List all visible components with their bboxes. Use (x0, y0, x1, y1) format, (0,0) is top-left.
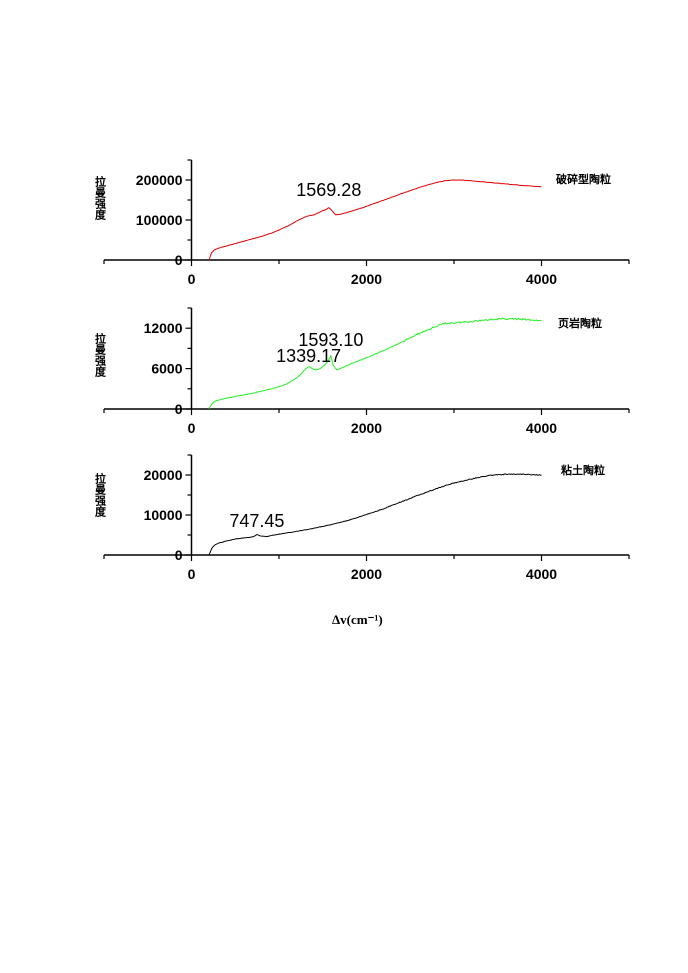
y-axis-label: 拉曼强度 (94, 332, 107, 378)
x-tick-label: 2000 (351, 420, 382, 436)
axes (103, 307, 630, 415)
series-line-clay-ceramsite (208, 473, 542, 556)
peak-label: 747.45 (229, 511, 284, 531)
y-tick-label: 10000 (144, 507, 183, 523)
peak-annotations: 747.45 (229, 511, 284, 531)
series-line-shale-ceramsite (208, 317, 542, 410)
peak-label: 1593.10 (298, 330, 363, 350)
panel-crushed-ceramsite: 0 2000 4000 0 100000 200000 1569.28 拉曼强度 破碎型陶… (94, 159, 630, 287)
x-tick-label: 0 (188, 420, 196, 436)
panel-clay-ceramsite: 0 2000 4000 0 10000 20000 747.45 拉曼强度 粘土陶粒 (94, 454, 630, 582)
x-tick-label: 2000 (351, 566, 382, 582)
y-tick-label: 0 (175, 401, 183, 417)
tick-labels: 0 2000 4000 0 6000 12000 (144, 320, 558, 436)
tick-labels: 0 2000 4000 0 100000 200000 (136, 172, 557, 287)
y-tick-label: 100000 (136, 212, 183, 228)
y-tick-label: 200000 (136, 172, 183, 188)
axes (103, 159, 630, 266)
x-tick-label: 4000 (526, 566, 557, 582)
series-line-crushed-ceramsite (208, 179, 542, 261)
x-tick-label: 2000 (351, 271, 382, 287)
x-tick-label: 0 (188, 271, 196, 287)
x-tick-label: 4000 (526, 420, 557, 436)
peak-annotations: 1569.28 (296, 180, 361, 200)
y-tick-label: 12000 (144, 320, 183, 336)
x-tick-label: 0 (188, 566, 196, 582)
y-tick-label: 0 (175, 252, 183, 268)
peak-label: 1569.28 (296, 180, 361, 200)
axes (103, 454, 630, 561)
y-tick-label: 0 (175, 547, 183, 563)
y-axis-label: 拉曼强度 (94, 175, 107, 221)
series-name-label: 页岩陶粒 (558, 316, 602, 330)
y-tick-label: 6000 (151, 361, 182, 377)
series-name-label: 粘土陶粒 (561, 463, 605, 477)
x-tick-label: 4000 (526, 271, 557, 287)
x-axis-label: Δv(cm⁻¹) (332, 612, 383, 627)
tick-labels: 0 2000 4000 0 10000 20000 (144, 467, 558, 582)
series-name-label: 破碎型陶粒 (556, 172, 611, 186)
y-tick-label: 20000 (144, 467, 183, 483)
peak-label: 1339.17 (276, 346, 341, 366)
y-axis-label: 拉曼强度 (94, 472, 107, 518)
